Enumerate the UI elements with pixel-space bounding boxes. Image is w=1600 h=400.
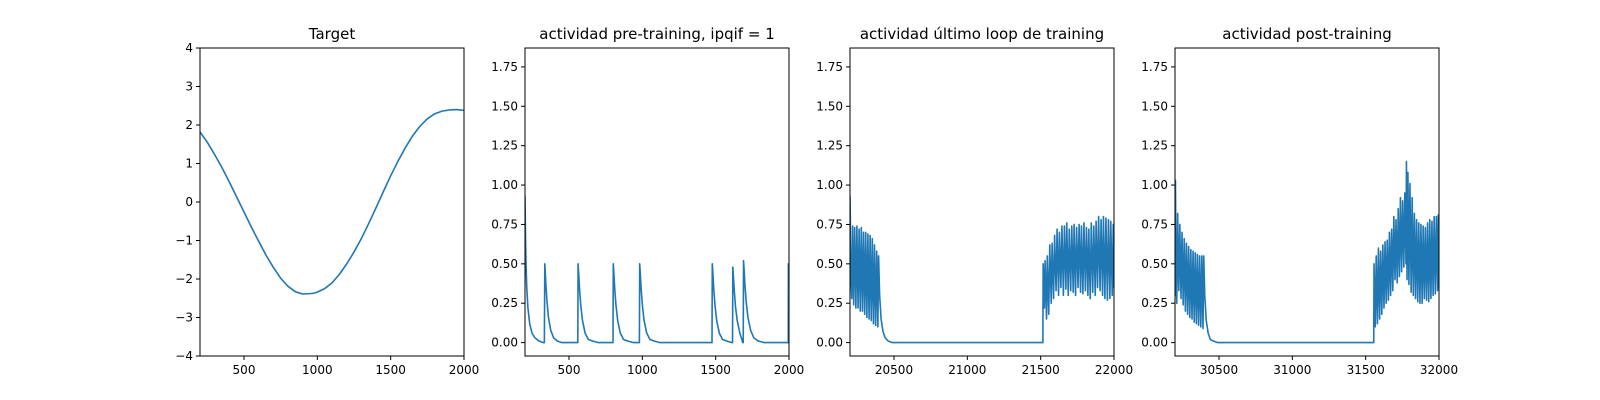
y-tick-label: 0.50 xyxy=(816,257,843,271)
y-tick-label: 1.00 xyxy=(491,178,518,192)
y-tick-label: 0.00 xyxy=(1141,336,1168,350)
y-tick-label: 1.75 xyxy=(816,60,843,74)
y-tick-label: 1.50 xyxy=(1141,99,1168,113)
y-tick-label: 1.75 xyxy=(491,60,518,74)
y-tick-label: 1.00 xyxy=(816,178,843,192)
y-tick-label: −1 xyxy=(175,234,193,248)
x-tick-label: 31500 xyxy=(1347,363,1385,377)
subplot-title: actividad pre-training, ipqif = 1 xyxy=(539,25,775,43)
x-tick-label: 22000 xyxy=(1095,363,1133,377)
y-tick-label: 1.25 xyxy=(491,139,518,153)
y-tick-label: 0.50 xyxy=(491,257,518,271)
y-tick-label: 1.00 xyxy=(1141,178,1168,192)
x-tick-label: 500 xyxy=(233,363,256,377)
axes-frame xyxy=(849,47,1115,357)
y-tick-label: 0 xyxy=(185,195,193,209)
axes-frame xyxy=(524,47,790,357)
subplot-4: actividad post-training 0.00 0.25 0.50 0.75 1… xyxy=(1141,25,1458,377)
y-tick-label: −2 xyxy=(175,272,193,286)
subplot-3: actividad último loop de training 0.00 0.2… xyxy=(816,25,1133,377)
x-tick-label: 20500 xyxy=(875,363,913,377)
y-tick-label: 0.75 xyxy=(816,217,843,231)
y-tick-label: 0.50 xyxy=(1141,257,1168,271)
series-line xyxy=(850,195,1114,344)
subplot-title: Target xyxy=(308,25,356,43)
y-tick-label: 0.75 xyxy=(1141,217,1168,231)
y-tick-label: 2 xyxy=(185,118,193,132)
x-tick-label: 1500 xyxy=(700,363,731,377)
subplot-1: Target −4 −3 −2 −1 0 1 2 3 4 500 1000 1500 2000 xyxy=(175,25,479,377)
y-tick-label: 3 xyxy=(185,80,193,94)
x-tick-label: 21500 xyxy=(1022,363,1060,377)
series-line xyxy=(1175,160,1439,344)
x-tick-label: 30500 xyxy=(1200,363,1238,377)
x-tick-label: 32000 xyxy=(1420,363,1458,377)
x-tick-label: 31000 xyxy=(1273,363,1311,377)
y-tick-label: 1.25 xyxy=(1141,139,1168,153)
series-line xyxy=(200,108,464,295)
x-tick-label: 500 xyxy=(558,363,581,377)
y-tick-label: −4 xyxy=(175,349,193,363)
y-tick-label: 0.00 xyxy=(816,336,843,350)
y-tick-label: −3 xyxy=(175,311,193,325)
axes-frame xyxy=(199,47,465,357)
x-tick-label: 1000 xyxy=(627,363,658,377)
y-tick-label: 1.75 xyxy=(1141,60,1168,74)
y-tick-label: 1 xyxy=(185,157,193,171)
y-tick-label: 4 xyxy=(185,41,193,55)
x-tick-label: 2000 xyxy=(774,363,805,377)
x-tick-label: 21000 xyxy=(948,363,986,377)
y-tick-label: 0.25 xyxy=(491,296,518,310)
x-tick-label: 1000 xyxy=(302,363,333,377)
series-line xyxy=(525,195,789,344)
x-tick-label: 1500 xyxy=(375,363,406,377)
axes-frame xyxy=(1174,47,1440,357)
y-tick-label: 1.50 xyxy=(491,99,518,113)
y-tick-label: 0.25 xyxy=(816,296,843,310)
y-tick-label: 0.00 xyxy=(491,336,518,350)
subplot-title: actividad último loop de training xyxy=(860,25,1104,43)
y-tick-label: 1.25 xyxy=(816,139,843,153)
y-tick-label: 0.25 xyxy=(1141,296,1168,310)
subplot-2: actividad pre-training, ipqif = 1 0.00 0.2… xyxy=(491,25,804,377)
y-tick-label: 1.50 xyxy=(816,99,843,113)
subplot-title: actividad post-training xyxy=(1222,25,1391,43)
y-tick-label: 0.75 xyxy=(491,217,518,231)
x-tick-label: 2000 xyxy=(449,363,480,377)
